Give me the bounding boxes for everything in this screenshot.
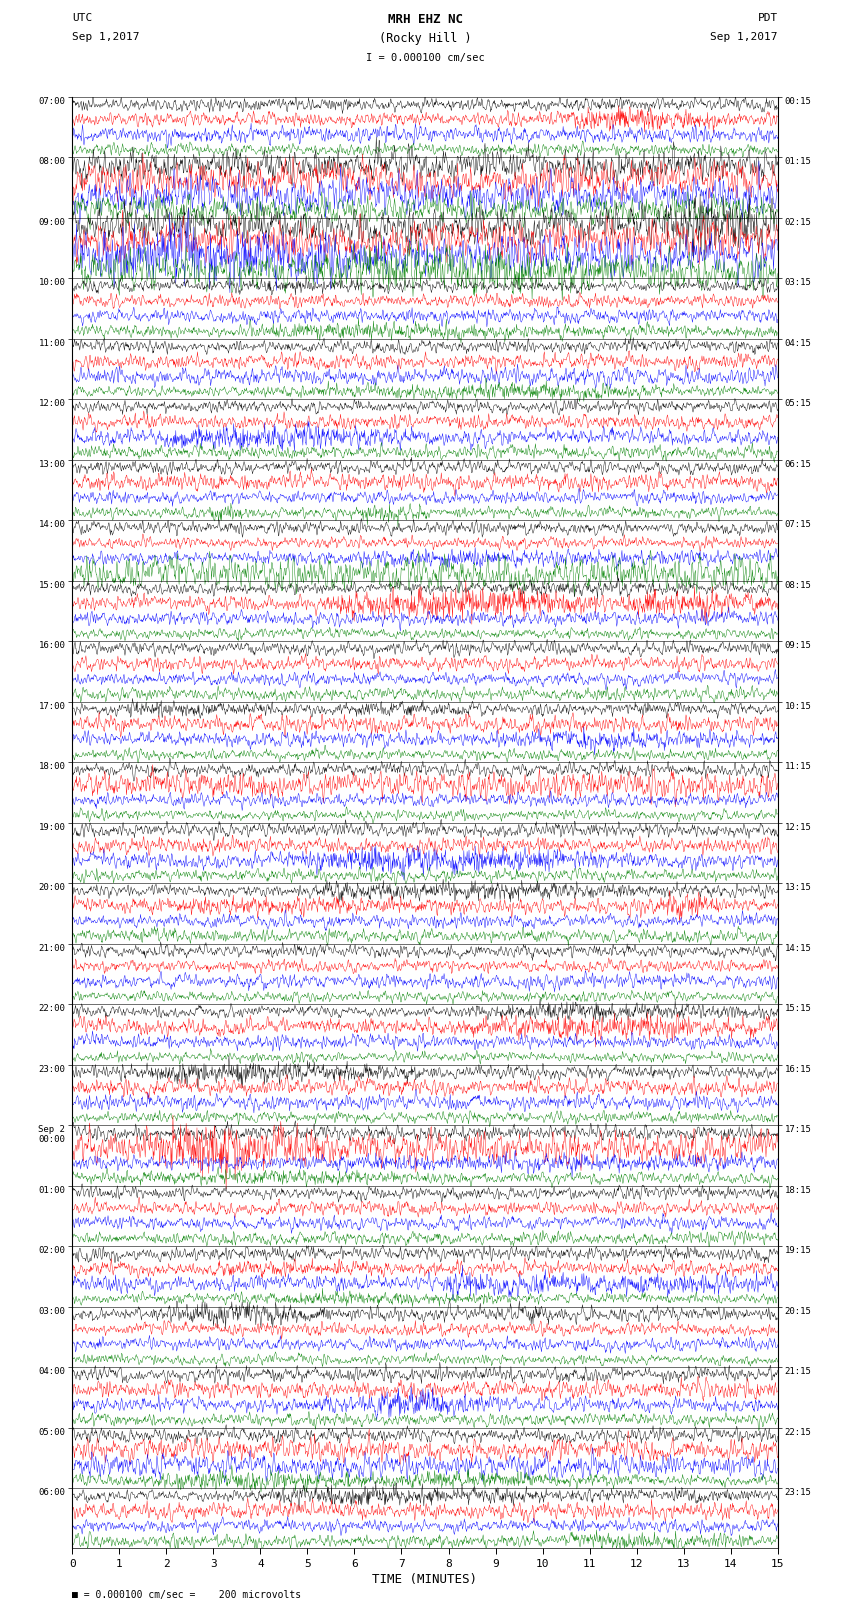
- Text: UTC: UTC: [72, 13, 93, 23]
- Text: ■ = 0.000100 cm/sec =    200 microvolts: ■ = 0.000100 cm/sec = 200 microvolts: [72, 1590, 302, 1600]
- Text: MRH EHZ NC: MRH EHZ NC: [388, 13, 462, 26]
- Text: Sep 1,2017: Sep 1,2017: [711, 32, 778, 42]
- Text: Sep 1,2017: Sep 1,2017: [72, 32, 139, 42]
- Text: PDT: PDT: [757, 13, 778, 23]
- Text: I = 0.000100 cm/sec: I = 0.000100 cm/sec: [366, 53, 484, 63]
- X-axis label: TIME (MINUTES): TIME (MINUTES): [372, 1573, 478, 1586]
- Text: (Rocky Hill ): (Rocky Hill ): [379, 32, 471, 45]
